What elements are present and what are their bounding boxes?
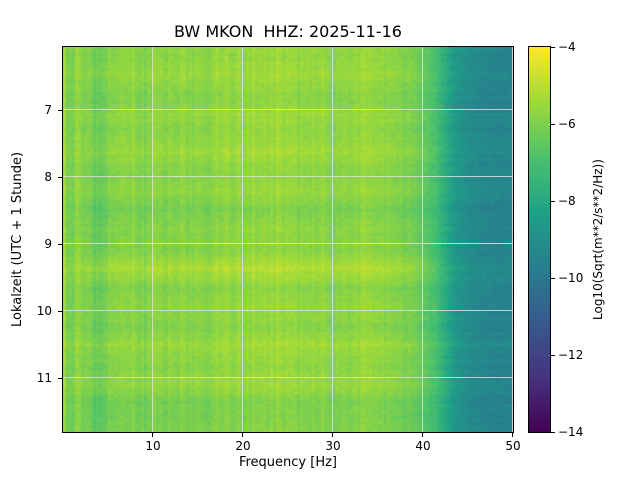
colorbar-label: Log10(Sqrt(m**2/s**2/Hz)) bbox=[591, 159, 605, 320]
colorbar-tick-label: −8 bbox=[558, 194, 576, 208]
colorbar-tick-mark bbox=[551, 124, 555, 125]
x-tick-label: 50 bbox=[505, 439, 521, 453]
y-tick-label: 9 bbox=[44, 237, 52, 251]
y-gridline bbox=[63, 310, 513, 311]
x-gridline bbox=[512, 47, 513, 432]
x-tick-mark bbox=[332, 433, 333, 437]
colorbar-tick-label: −12 bbox=[558, 348, 584, 362]
x-tick-mark bbox=[242, 433, 243, 437]
colorbar-tick-mark bbox=[551, 47, 555, 48]
y-tick-label: 10 bbox=[36, 304, 52, 318]
plot-area bbox=[62, 46, 514, 433]
colorbar-tick-label: −6 bbox=[558, 117, 576, 131]
y-gridline bbox=[63, 176, 513, 177]
x-tick-label: 10 bbox=[145, 439, 161, 453]
x-gridline bbox=[422, 47, 423, 432]
x-gridline bbox=[332, 47, 333, 432]
colorbar bbox=[528, 46, 551, 433]
y-tick-mark bbox=[58, 110, 62, 111]
y-tick-mark bbox=[58, 244, 62, 245]
y-gridline bbox=[63, 109, 513, 110]
spectrogram-heatmap bbox=[63, 47, 513, 432]
colorbar-tick-label: −10 bbox=[558, 271, 584, 285]
x-tick-mark bbox=[152, 433, 153, 437]
y-tick-mark bbox=[58, 177, 62, 178]
y-tick-label: 7 bbox=[44, 103, 52, 117]
colorbar-tick-mark bbox=[551, 432, 555, 433]
colorbar-tick-mark bbox=[551, 355, 555, 356]
x-tick-label: 30 bbox=[325, 439, 341, 453]
x-tick-mark bbox=[422, 433, 423, 437]
plot-title: BW MKON HHZ: 2025-11-16 bbox=[174, 22, 402, 41]
y-gridline bbox=[63, 243, 513, 244]
y-tick-label: 8 bbox=[44, 170, 52, 184]
colorbar-tick-label: −14 bbox=[558, 425, 584, 439]
x-tick-label: 40 bbox=[415, 439, 431, 453]
y-tick-label: 11 bbox=[36, 371, 52, 385]
x-tick-mark bbox=[512, 433, 513, 437]
x-gridline bbox=[152, 47, 153, 432]
y-tick-mark bbox=[58, 311, 62, 312]
colorbar-tick-mark bbox=[551, 201, 555, 202]
x-tick-label: 20 bbox=[235, 439, 251, 453]
y-tick-mark bbox=[58, 378, 62, 379]
colorbar-tick-mark bbox=[551, 278, 555, 279]
y-gridline bbox=[63, 377, 513, 378]
colorbar-tick-label: −4 bbox=[558, 40, 576, 54]
x-gridline bbox=[242, 47, 243, 432]
x-axis-label: Frequency [Hz] bbox=[238, 455, 338, 470]
